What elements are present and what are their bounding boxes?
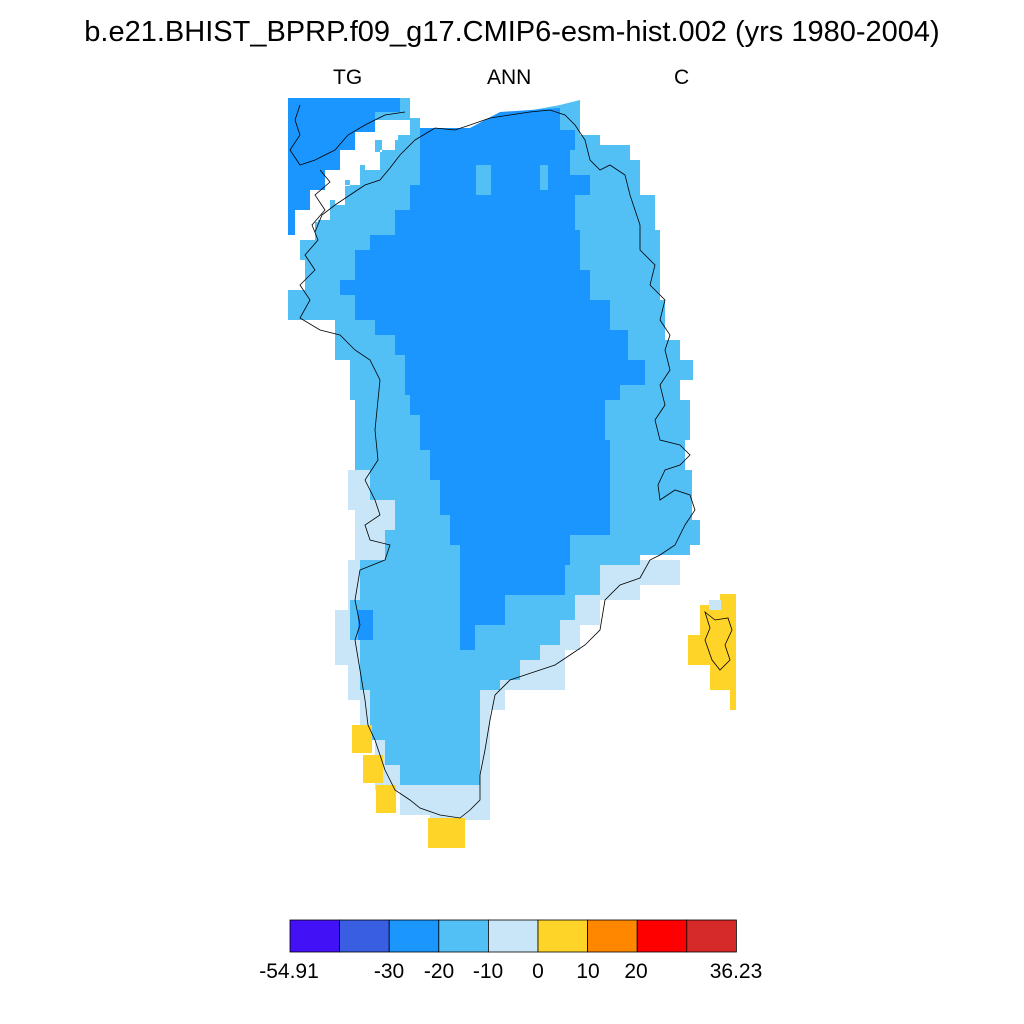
colorbar-swatch xyxy=(537,919,588,953)
colorbar-label: -10 xyxy=(472,960,504,983)
coastline xyxy=(289,104,733,819)
colorbar-swatch xyxy=(339,919,390,953)
field-interior-deep xyxy=(340,108,645,650)
season-label: ANN xyxy=(487,66,532,89)
colorbar-label: 20 xyxy=(624,960,648,983)
variable-label: TG xyxy=(333,66,363,89)
colorbar-swatch xyxy=(686,919,737,953)
map-gap-nw xyxy=(288,120,410,262)
field-east-island xyxy=(688,594,736,710)
colorbar-swatch xyxy=(587,919,638,953)
colorbar-label: 0 xyxy=(532,960,544,983)
colorbar-label: -54.91 xyxy=(259,960,319,983)
colorbar-swatch xyxy=(438,919,489,953)
field-warm-cell xyxy=(376,785,396,813)
field-spot xyxy=(540,165,548,190)
colorbar-swatch xyxy=(289,919,340,953)
units-label: C xyxy=(674,66,690,89)
colorbar-label: -20 xyxy=(423,960,455,983)
field-spot xyxy=(358,610,373,640)
field-east-island-light xyxy=(709,600,721,610)
colorbar-swatch xyxy=(487,919,539,953)
plot-title: b.e21.BHIST_BPRP.f09_g17.CMIP6-esm-hist.… xyxy=(84,16,940,48)
colorbar-swatch xyxy=(636,919,688,953)
field-spot xyxy=(476,165,491,195)
colorbar-swatch xyxy=(388,919,440,953)
colorbar-label: 36.23 xyxy=(709,960,763,983)
colorbar-label: -30 xyxy=(373,960,405,983)
field-nw-deep xyxy=(288,98,400,235)
field-warm-cell xyxy=(352,725,372,753)
colorbar-label: 10 xyxy=(576,960,600,983)
field-warm-cell xyxy=(363,755,383,783)
field-warm-cell xyxy=(428,818,465,848)
field-spot xyxy=(597,180,627,210)
